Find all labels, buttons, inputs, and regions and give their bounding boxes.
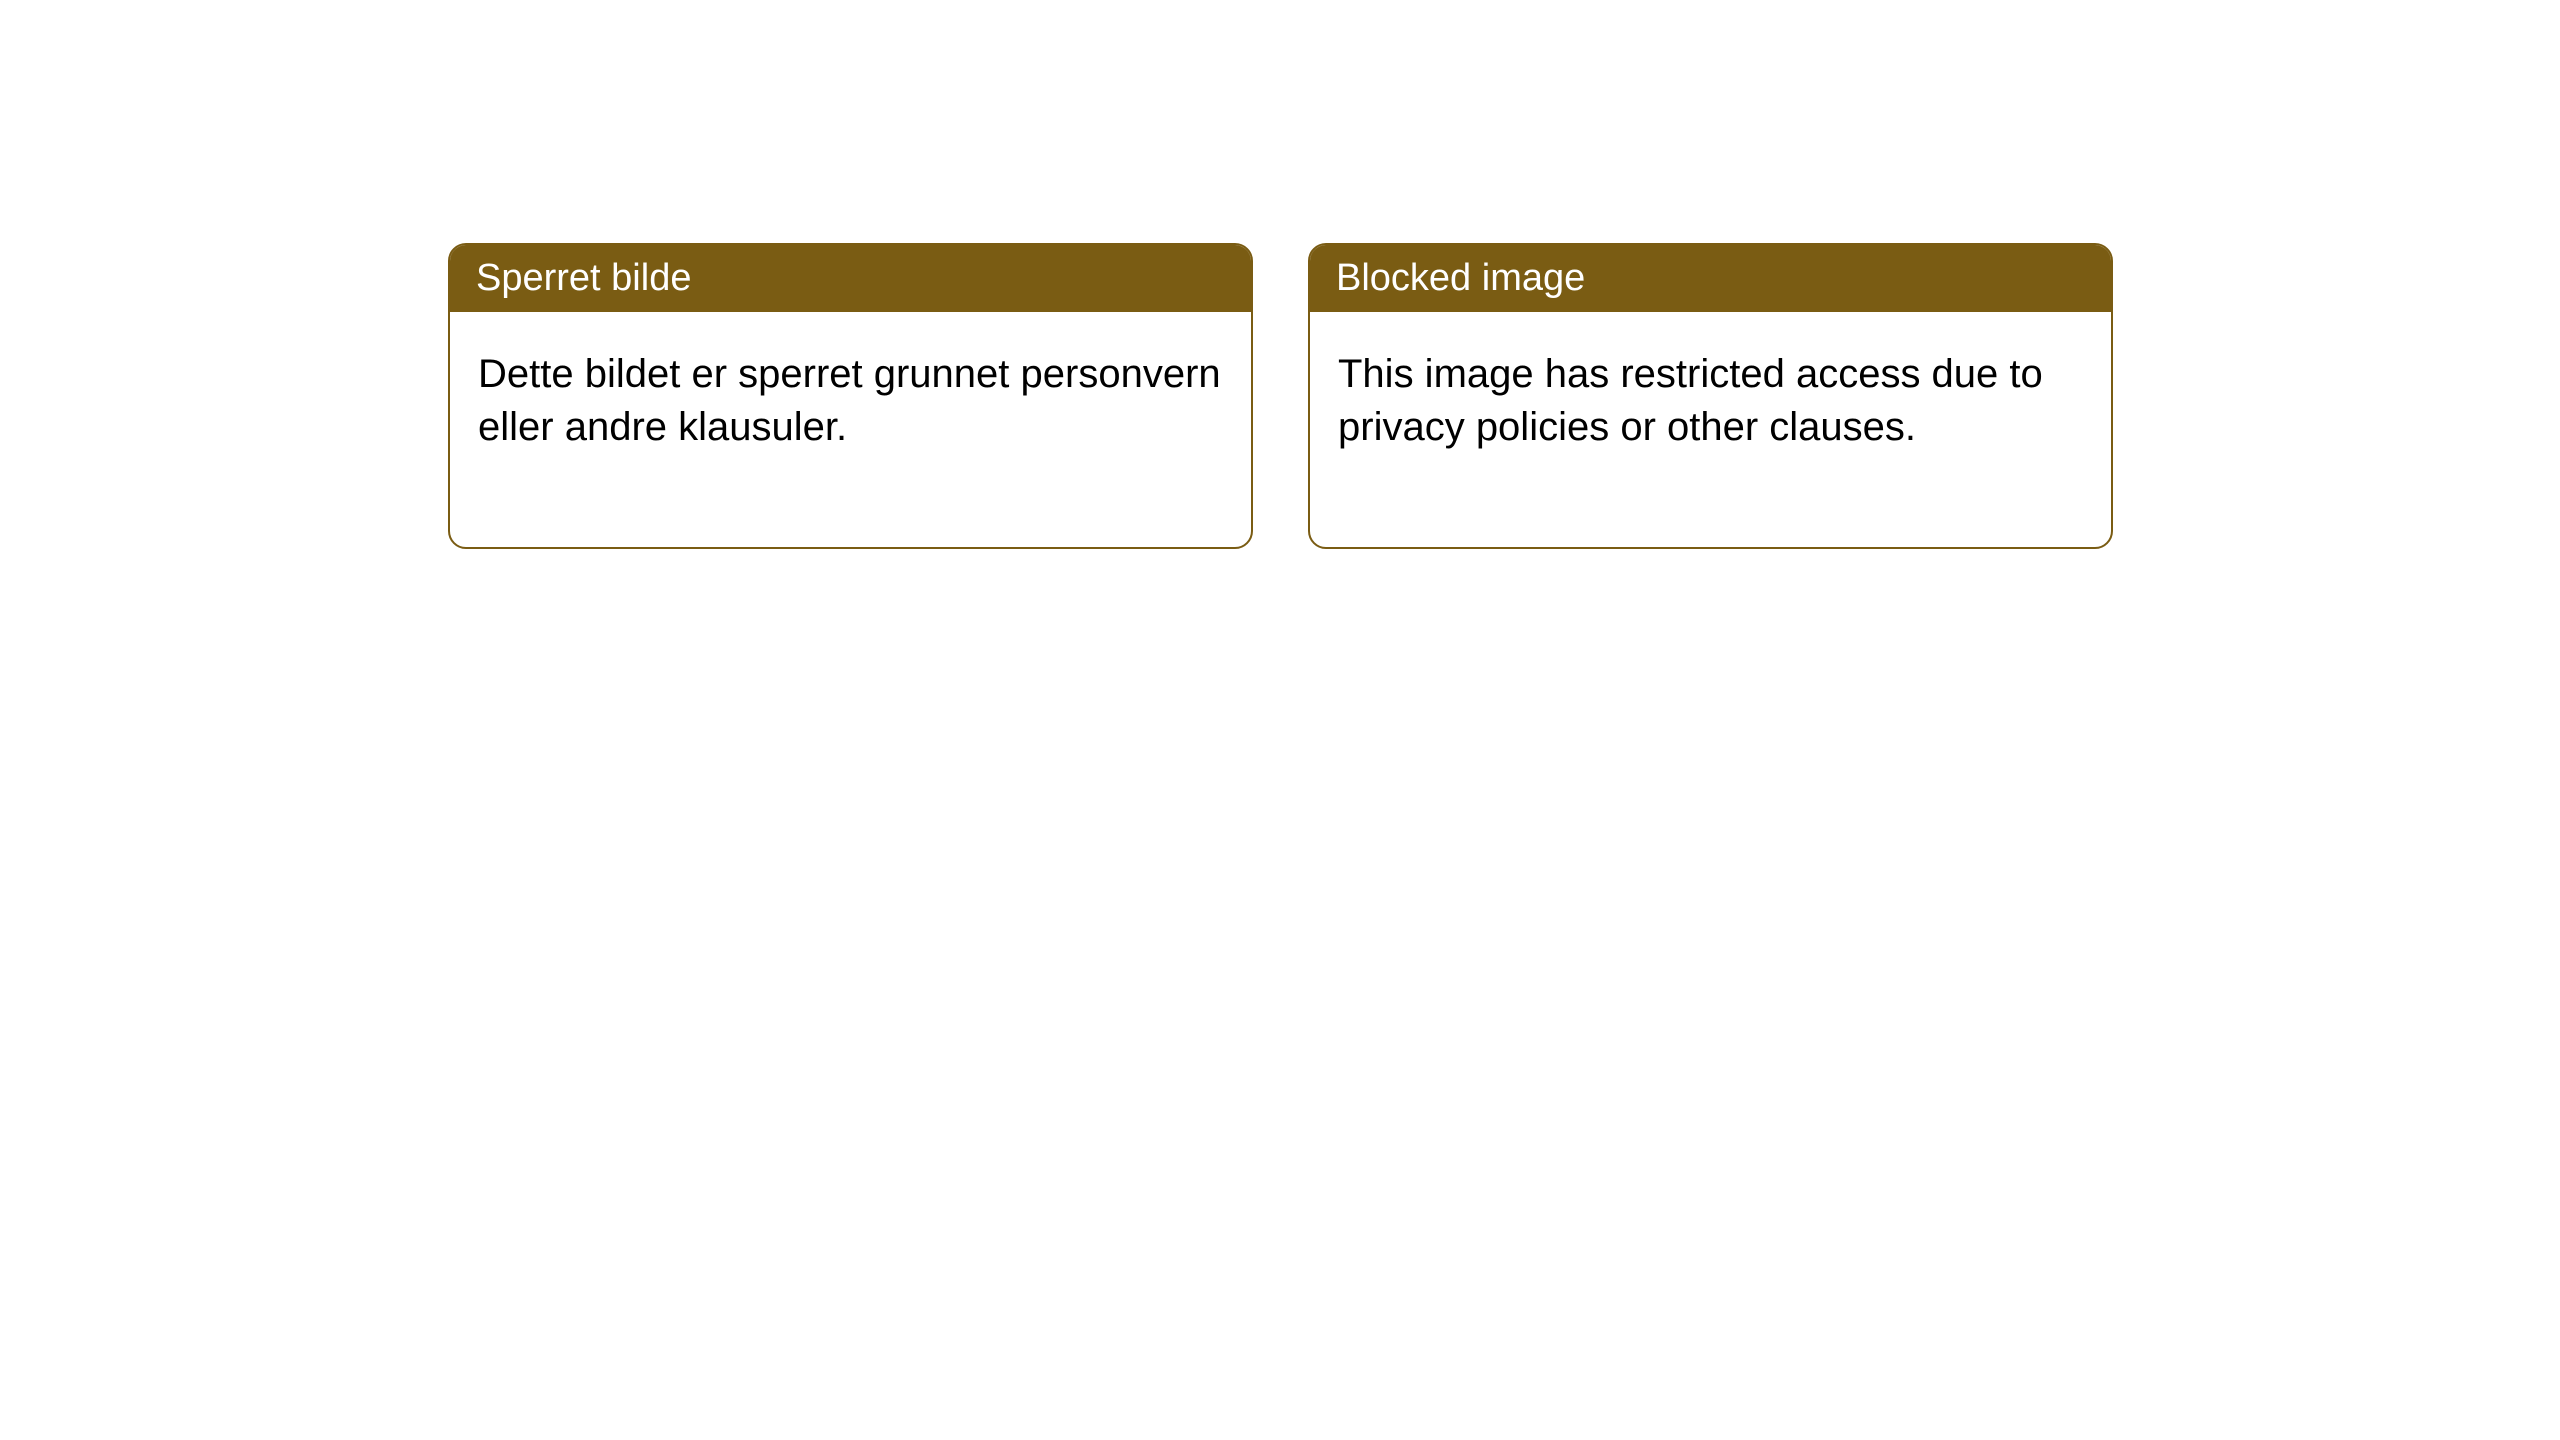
card-body-norwegian: Dette bildet er sperret grunnet personve… <box>450 312 1251 547</box>
blocked-image-cards-container: Sperret bilde Dette bildet er sperret gr… <box>448 243 2113 549</box>
card-header-norwegian: Sperret bilde <box>450 245 1251 312</box>
card-body-english: This image has restricted access due to … <box>1310 312 2111 547</box>
blocked-image-card-norwegian: Sperret bilde Dette bildet er sperret gr… <box>448 243 1253 549</box>
card-header-english: Blocked image <box>1310 245 2111 312</box>
blocked-image-card-english: Blocked image This image has restricted … <box>1308 243 2113 549</box>
